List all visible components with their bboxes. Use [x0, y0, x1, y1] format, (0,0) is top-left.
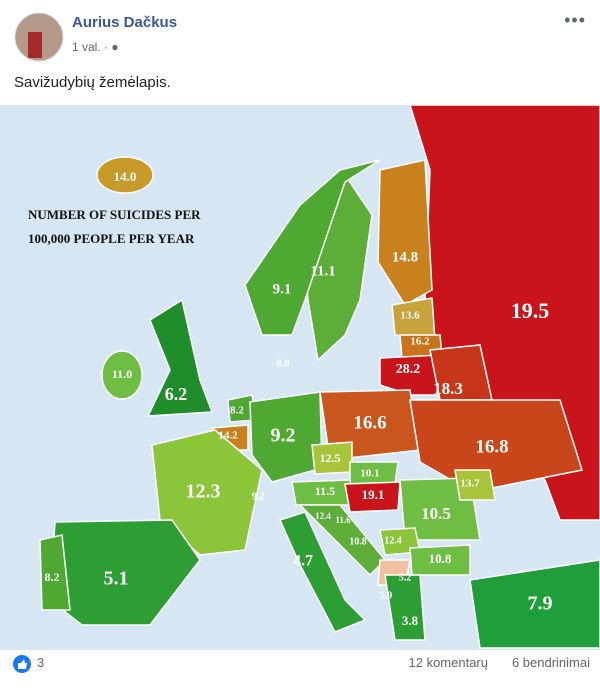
post-text: Savižudybių žemėlapis.: [14, 74, 171, 91]
map-label: 10.8: [429, 551, 452, 566]
map-label: 12.3: [186, 481, 221, 503]
map-label: 12.4: [315, 511, 331, 521]
map-title: NUMBER OF SUICIDES PER: [28, 207, 201, 222]
map-label: 10.5: [421, 504, 451, 523]
comments[interactable]: 12 komentarų: [408, 655, 489, 670]
map-label: 18.3: [433, 379, 463, 398]
map-label: 8.8: [276, 358, 290, 370]
map: NUMBER OF SUICIDES PER 100,000 PEOPLE PE…: [0, 105, 600, 650]
map-label: 13.6: [400, 310, 420, 322]
map-label: 12.5: [320, 451, 341, 465]
map-label: 19.1: [362, 487, 385, 502]
map-label: 10.1: [360, 468, 379, 480]
map-label: 14.2: [218, 430, 238, 442]
map-label: 11.5: [315, 484, 335, 498]
map-label: 13.7: [460, 478, 480, 490]
map-label: 4.7: [293, 553, 313, 570]
map-label: 10.8: [349, 536, 367, 547]
map-label: 11.6: [335, 515, 351, 525]
map-label: 16.8: [475, 436, 508, 457]
map-label: 19.5: [511, 298, 550, 323]
author[interactable]: Aurius Dačkus: [72, 14, 178, 31]
map-label: 9.2: [271, 425, 296, 447]
avatar[interactable]: [14, 12, 64, 62]
reaction-count[interactable]: 3: [37, 655, 45, 670]
time[interactable]: 1 val.: [72, 40, 101, 54]
like-icon[interactable]: [13, 655, 31, 673]
timestamp[interactable]: 1 val. · ●: [72, 40, 119, 54]
map-label: 5.1: [104, 568, 129, 590]
map-label: 5.2: [399, 572, 412, 583]
map-title: 100,000 PEOPLE PER YEAR: [28, 231, 195, 246]
map-label: 28.2: [396, 362, 421, 377]
shares[interactable]: 6 bendrinimai: [511, 655, 590, 670]
map-label: 5.9: [380, 590, 393, 601]
map-label: 11.1: [310, 263, 335, 279]
map-label: 14.8: [392, 249, 418, 265]
map-label: 11.0: [112, 367, 132, 381]
map-label: 12.4: [384, 535, 402, 546]
map-label: 3.8: [402, 613, 419, 628]
menu[interactable]: •••: [564, 10, 586, 30]
map-label: 9.1: [273, 281, 292, 297]
map-label: 8.2: [230, 405, 244, 417]
map-label: 7.9: [528, 593, 553, 615]
map-label: 8.2: [45, 570, 60, 584]
map-label: 16.6: [353, 412, 386, 433]
map-label: 14.0: [114, 169, 137, 184]
map-label: 6.2: [165, 384, 188, 404]
map-label: 9.2: [252, 491, 265, 502]
map-label: 16.2: [410, 336, 430, 348]
